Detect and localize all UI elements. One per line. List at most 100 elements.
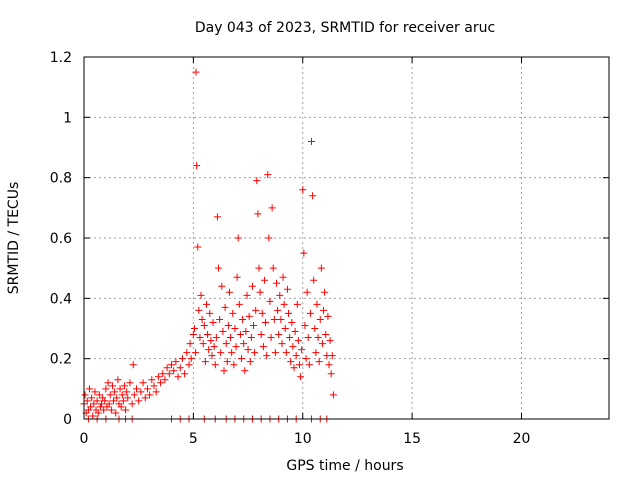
x-axis-label: GPS time / hours bbox=[286, 458, 403, 474]
data-point bbox=[290, 364, 298, 372]
data-point bbox=[311, 325, 319, 332]
data-point bbox=[152, 388, 160, 396]
data-point bbox=[281, 325, 289, 332]
data-point bbox=[231, 325, 239, 332]
data-point bbox=[295, 361, 303, 369]
data-point bbox=[253, 177, 261, 185]
data-point bbox=[310, 276, 318, 284]
data-point bbox=[246, 358, 254, 366]
data-point bbox=[268, 204, 276, 212]
data-point bbox=[303, 288, 311, 296]
data-point bbox=[89, 412, 97, 420]
data-point bbox=[291, 328, 299, 336]
data-point bbox=[101, 397, 109, 405]
data-point bbox=[143, 385, 151, 393]
data-point bbox=[198, 315, 206, 323]
data-point bbox=[283, 285, 291, 293]
data-point bbox=[212, 334, 220, 342]
x-tick-label: 20 bbox=[513, 431, 531, 447]
data-point bbox=[286, 334, 294, 342]
data-point bbox=[288, 318, 296, 326]
x-tick-label: 5 bbox=[189, 431, 198, 447]
data-point bbox=[104, 379, 112, 387]
data-point bbox=[230, 361, 238, 369]
data-point bbox=[228, 349, 236, 357]
data-point bbox=[207, 337, 215, 345]
data-point bbox=[193, 162, 201, 170]
data-point bbox=[216, 315, 224, 323]
data-point bbox=[217, 349, 225, 357]
data-points bbox=[80, 68, 337, 423]
y-tick-label: 1.2 bbox=[50, 50, 72, 66]
data-point bbox=[270, 315, 278, 323]
data-point bbox=[320, 306, 328, 314]
data-point bbox=[211, 361, 219, 369]
data-point bbox=[161, 376, 169, 384]
data-point bbox=[292, 352, 300, 360]
data-point bbox=[201, 358, 209, 366]
data-point bbox=[285, 309, 293, 317]
data-point bbox=[223, 358, 231, 366]
y-tick-label: 0.6 bbox=[50, 231, 72, 247]
data-point bbox=[90, 400, 98, 408]
data-point bbox=[234, 234, 242, 242]
data-point bbox=[259, 343, 267, 351]
data-point bbox=[309, 192, 317, 200]
data-point bbox=[313, 300, 321, 308]
data-point bbox=[224, 321, 232, 329]
data-point bbox=[282, 349, 290, 357]
data-point bbox=[124, 394, 132, 402]
data-point bbox=[110, 397, 118, 405]
data-point bbox=[280, 300, 288, 308]
data-point bbox=[328, 352, 336, 360]
data-point bbox=[263, 352, 271, 360]
data-point bbox=[197, 291, 205, 299]
data-point bbox=[206, 309, 214, 317]
data-point bbox=[262, 318, 270, 326]
data-point bbox=[139, 379, 147, 387]
data-point bbox=[208, 352, 216, 360]
data-point bbox=[94, 409, 102, 417]
data-point bbox=[96, 403, 104, 411]
data-point bbox=[83, 397, 91, 405]
data-point bbox=[108, 382, 116, 390]
data-point bbox=[227, 334, 235, 342]
data-point bbox=[210, 343, 218, 351]
data-point bbox=[122, 406, 130, 414]
y-axis-label: SRMTID / TECUs bbox=[6, 182, 22, 295]
data-point bbox=[187, 355, 195, 363]
data-point bbox=[189, 331, 197, 339]
data-point bbox=[183, 349, 191, 357]
data-point bbox=[186, 340, 194, 348]
data-point bbox=[148, 376, 156, 384]
data-point bbox=[255, 264, 263, 272]
data-point bbox=[159, 370, 167, 378]
data-point bbox=[150, 382, 158, 390]
data-point bbox=[266, 297, 274, 305]
data-point bbox=[117, 403, 125, 411]
data-point bbox=[241, 367, 249, 375]
y-tick-label: 0.8 bbox=[50, 171, 72, 187]
data-point bbox=[163, 364, 171, 372]
plot-frame bbox=[83, 56, 610, 420]
data-point bbox=[289, 343, 297, 351]
data-point bbox=[129, 361, 137, 369]
data-point bbox=[113, 394, 121, 402]
data-point bbox=[250, 321, 258, 329]
data-point bbox=[100, 406, 108, 414]
data-point bbox=[236, 331, 244, 339]
data-point bbox=[279, 273, 287, 281]
data-point bbox=[321, 288, 329, 296]
data-point bbox=[276, 291, 284, 299]
data-point bbox=[194, 243, 202, 251]
data-point bbox=[170, 367, 178, 375]
data-point bbox=[233, 273, 241, 281]
data-point bbox=[91, 388, 99, 396]
data-point bbox=[248, 282, 256, 290]
y-tick-label: 0.2 bbox=[50, 352, 72, 368]
data-point bbox=[326, 337, 334, 345]
data-point bbox=[225, 288, 233, 296]
data-point bbox=[232, 343, 240, 351]
data-point bbox=[274, 306, 282, 314]
data-point bbox=[190, 325, 198, 332]
